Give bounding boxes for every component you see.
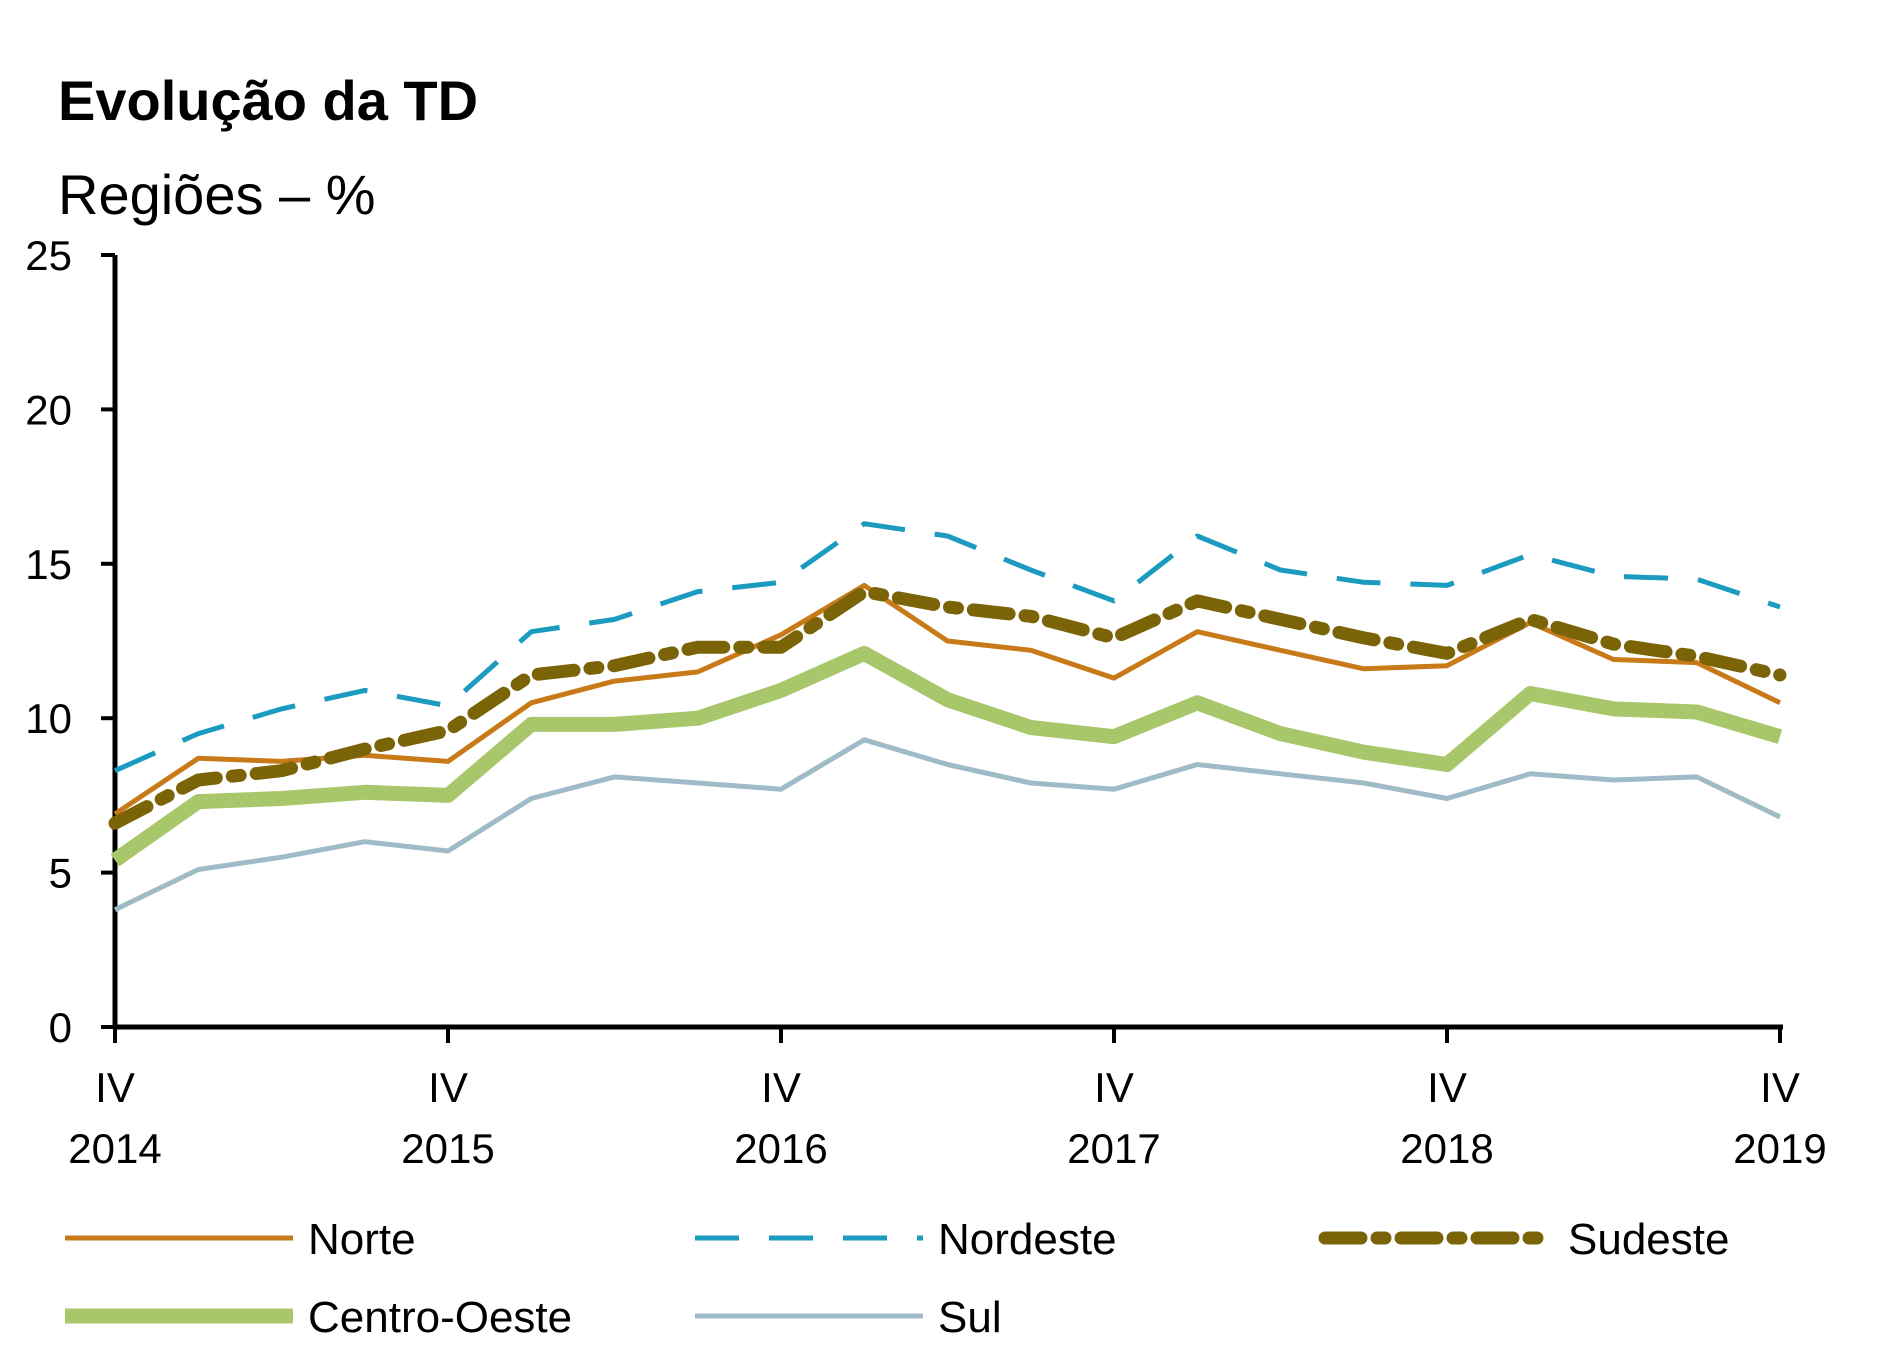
x-tick-label-year: 2016 — [734, 1125, 827, 1172]
chart-subtitle: Regiões – % — [58, 163, 376, 226]
x-tick-label-quarter: IV — [1760, 1064, 1800, 1111]
legend-item: Nordeste — [695, 1215, 1117, 1264]
x-tick-label-quarter: IV — [761, 1064, 801, 1111]
series-line-nordeste — [113, 521, 1781, 773]
legend: Norte Nordeste Sudeste Centro-Oeste Sul — [65, 1215, 1729, 1342]
legend-label: Centro-Oeste — [308, 1293, 572, 1342]
x-tick-label-year: 2014 — [68, 1125, 161, 1172]
chart-axes — [112, 255, 1783, 1030]
legend-item: Sul — [695, 1293, 1002, 1342]
series-line-centro-oeste — [110, 645, 1783, 867]
y-tick-label: 10 — [25, 695, 72, 742]
x-tick-label-year: 2019 — [1733, 1125, 1826, 1172]
y-tick-label: 0 — [49, 1004, 72, 1051]
y-tick-label: 25 — [25, 232, 72, 279]
legend-item: Norte — [65, 1215, 416, 1264]
legend-item: Centro-Oeste — [65, 1293, 572, 1342]
legend-label: Sul — [938, 1293, 1002, 1342]
chart-title: Evolução da TD — [58, 69, 479, 132]
y-tick-label: 5 — [49, 850, 72, 897]
x-tick-label-year: 2017 — [1067, 1125, 1160, 1172]
legend-label: Norte — [308, 1215, 416, 1264]
series-layer — [108, 521, 1787, 912]
series-line-sudeste — [108, 585, 1787, 830]
x-tick-label-quarter: IV — [1094, 1064, 1134, 1111]
legend-label: Sudeste — [1568, 1215, 1729, 1264]
legend-label: Nordeste — [938, 1215, 1117, 1264]
x-tick-label-year: 2015 — [401, 1125, 494, 1172]
legend-item: Sudeste — [1318, 1215, 1729, 1264]
x-tick-label-year: 2018 — [1400, 1125, 1493, 1172]
x-axis-ticks: IV 2014 IV 2015 IV 2016 IV 2017 IV 2018 IV 2019 — [68, 1027, 1827, 1172]
x-tick-label-quarter: IV — [1427, 1064, 1467, 1111]
y-tick-label: 20 — [25, 386, 72, 433]
x-tick-label-quarter: IV — [95, 1064, 135, 1111]
x-tick-label-quarter: IV — [428, 1064, 468, 1111]
y-tick-label: 15 — [25, 541, 72, 588]
y-axis-ticks: 0 5 10 15 20 25 — [25, 232, 115, 1051]
series-line-sul — [113, 737, 1782, 912]
